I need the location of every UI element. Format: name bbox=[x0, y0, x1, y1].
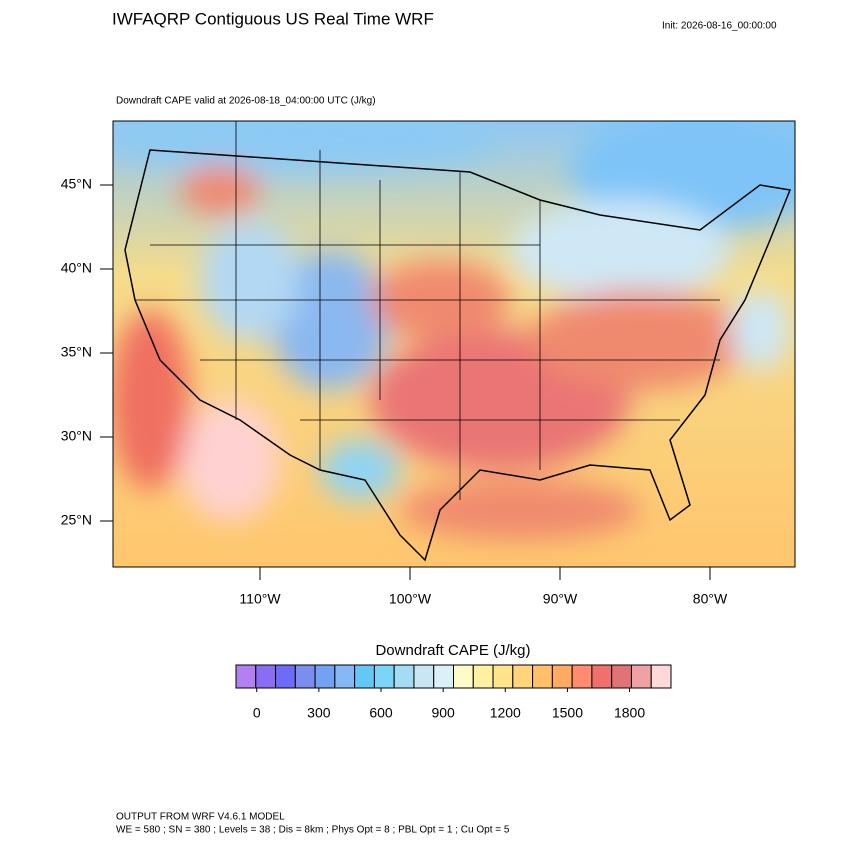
colorbar-swatch bbox=[492, 664, 514, 689]
lon-label: 110°W bbox=[239, 591, 281, 607]
footer-line: OUTPUT FROM WRF V4.6.1 MODEL bbox=[116, 812, 285, 823]
colorbar-swatch bbox=[611, 664, 632, 689]
lat-label: 35°N bbox=[61, 344, 92, 360]
lon-label: 80°W bbox=[693, 591, 728, 607]
colorbar-label: 0 bbox=[253, 705, 261, 721]
colorbar-swatch bbox=[275, 664, 296, 689]
colorbar-label: 1500 bbox=[552, 705, 583, 721]
map-field bbox=[113, 121, 795, 567]
colorbar-label: 900 bbox=[431, 705, 455, 721]
colorbar-swatch bbox=[294, 664, 316, 689]
lat-label: 25°N bbox=[61, 512, 92, 528]
colorbar-label: 600 bbox=[369, 705, 393, 721]
colorbar-swatch bbox=[591, 664, 613, 689]
colorbar-swatch bbox=[512, 664, 534, 689]
colorbar-swatch bbox=[393, 664, 415, 689]
init-time: Init: 2026-08-16_00:00:00 bbox=[662, 21, 777, 32]
colorbar-swatch bbox=[235, 664, 257, 689]
colorbar-swatch bbox=[551, 664, 573, 689]
lon-label: 90°W bbox=[543, 591, 578, 607]
colorbar-label: 300 bbox=[307, 705, 331, 721]
colorbar-label: 1200 bbox=[490, 705, 521, 721]
subtitle: Downdraft CAPE valid at 2026-08-18_04:00… bbox=[116, 96, 376, 107]
colorbar-swatch bbox=[571, 664, 593, 689]
lat-label: 30°N bbox=[61, 428, 92, 444]
colorbar-swatch bbox=[453, 664, 474, 689]
title: IWFAQRP Contiguous US Real Time WRF bbox=[112, 9, 434, 28]
colorbar-swatch bbox=[373, 664, 395, 689]
lat-label: 45°N bbox=[61, 176, 92, 192]
colorbar-swatch bbox=[354, 664, 375, 689]
colorbar-swatch bbox=[255, 664, 277, 689]
colorbar-swatch bbox=[334, 664, 356, 689]
footer-line: WE = 580 ; SN = 380 ; Levels = 38 ; Dis … bbox=[116, 825, 510, 836]
colorbar-swatch bbox=[314, 664, 336, 689]
lon-label: 100°W bbox=[389, 591, 432, 607]
colorbar-swatch bbox=[413, 664, 435, 689]
colorbar-swatch bbox=[630, 664, 652, 689]
colorbar-swatch bbox=[472, 664, 494, 689]
colorbar-label: 1800 bbox=[614, 705, 645, 721]
colorbar-swatch bbox=[650, 664, 672, 689]
colorbar-title: Downdraft CAPE (J/kg) bbox=[375, 642, 530, 659]
colorbar-swatch bbox=[433, 664, 454, 689]
lat-label: 40°N bbox=[61, 260, 92, 276]
colorbar-swatch bbox=[532, 664, 553, 689]
map-frame bbox=[112, 120, 796, 568]
